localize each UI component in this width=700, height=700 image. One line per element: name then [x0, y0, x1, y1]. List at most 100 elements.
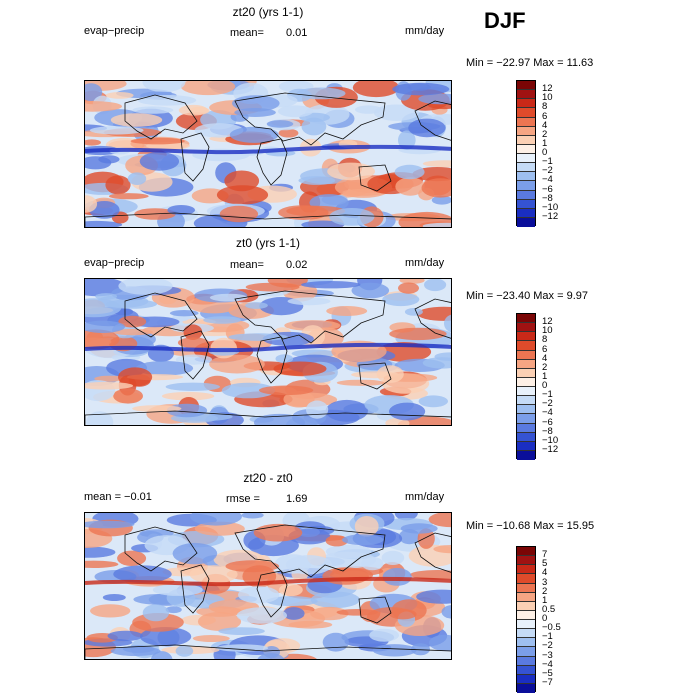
colorbar-tick-label: 1: [542, 137, 548, 149]
coastline: [358, 164, 392, 192]
colorbar-tick-label: −1: [542, 156, 553, 168]
panel-1-units: mm/day: [405, 25, 445, 37]
panel-1-map: [84, 80, 452, 228]
coastline: [85, 212, 451, 227]
colorbar-tick-label: 3: [542, 576, 548, 588]
colorbar-swatch: [517, 135, 535, 145]
colorbar-swatch: [517, 108, 535, 118]
panel-2-title: zt0 (yrs 1-1): [235, 236, 301, 250]
panel-3-map: [84, 512, 452, 660]
coastline: [124, 292, 198, 338]
colorbar-swatch: [517, 341, 535, 351]
colorbar-tick-label: −12: [542, 443, 559, 455]
field-contours: [85, 513, 451, 659]
colorbar-swatch: [517, 81, 535, 91]
coastline: [234, 290, 386, 344]
panel-1-colorbar: [516, 80, 536, 227]
colorbar-swatch: [517, 172, 535, 182]
colorbar-tick-label: 6: [542, 343, 548, 355]
colorbar-tick-label: −1: [542, 631, 553, 643]
colorbar-swatch: [517, 359, 535, 369]
coastline: [124, 526, 198, 572]
colorbar-tick-label: 1: [542, 370, 548, 382]
colorbar-swatch: [517, 574, 535, 584]
colorbar-swatch: [517, 368, 535, 378]
coastline: [414, 100, 451, 141]
colorbar-tick-label: −12: [542, 210, 559, 222]
colorbar-tick-label: 4: [542, 567, 548, 579]
coastline: [414, 298, 451, 339]
colorbar-tick-label: 8: [542, 334, 548, 346]
colorbar-tick-label: −10: [542, 201, 559, 213]
colorbar-swatch: [517, 332, 535, 342]
colorbar-tick-label: −4: [542, 658, 553, 670]
colorbar-tick-label: 5: [542, 558, 548, 570]
coastline: [414, 532, 451, 573]
coastline: [234, 524, 386, 578]
colorbar-tick-label: 10: [542, 325, 553, 337]
colorbar-swatch: [517, 592, 535, 602]
panel-3-rmse-value: 1.69: [286, 493, 308, 505]
colorbar-swatch: [517, 556, 535, 566]
coastline: [124, 94, 198, 140]
colorbar-tick-label: 0: [542, 380, 548, 391]
field-contours: [85, 279, 451, 425]
colorbar-tick-label: 0: [542, 613, 548, 624]
panel-3-minmax: Min = −10.68 Max = 15.95: [466, 520, 595, 532]
colorbar-swatch: [517, 674, 535, 684]
colorbar-swatch: [517, 199, 535, 209]
coastline: [358, 596, 392, 624]
coastline: [85, 644, 451, 659]
colorbar-swatch: [517, 638, 535, 648]
panel-1-mean-value: 0.01: [286, 27, 308, 39]
colorbar-tick-label: −6: [542, 183, 553, 195]
colorbar-swatch: [517, 450, 535, 460]
colorbar-tick-label: −2: [542, 165, 553, 177]
colorbar-swatch: [517, 565, 535, 575]
colorbar-swatch: [517, 583, 535, 593]
colorbar-tick-label: 12: [542, 83, 553, 95]
panel-1-minmax: Min = −22.97 Max = 11.63: [466, 57, 594, 69]
itcz-band: [85, 144, 451, 155]
panel-3-rmse-label: rmse =: [226, 493, 260, 505]
coastline: [358, 362, 392, 390]
colorbar-tick-label: 6: [542, 110, 548, 122]
colorbar-swatch: [517, 414, 535, 424]
colorbar-swatch: [517, 181, 535, 191]
colorbar-tick-label: 12: [542, 316, 553, 328]
colorbar-tick-label: 2: [542, 128, 548, 140]
colorbar-tick-label: 0.5: [542, 603, 556, 615]
colorbar-tick-label: 2: [542, 361, 548, 373]
colorbar-swatch: [517, 208, 535, 218]
coastline: [256, 138, 288, 186]
itcz-band: [85, 576, 451, 587]
colorbar-swatch: [517, 683, 535, 693]
coastline: [180, 564, 210, 614]
panel-1-variable-label: evap−precip: [84, 25, 145, 37]
colorbar-tick-label: −6: [542, 416, 553, 428]
panel-2-minmax: Min = −23.40 Max = 9.97: [466, 290, 588, 302]
panel-2-map: [84, 278, 452, 426]
colorbar-swatch: [517, 154, 535, 164]
colorbar-swatch: [517, 620, 535, 630]
colorbar-swatch: [517, 387, 535, 397]
panel-1-title: zt20 (yrs 1-1): [232, 5, 304, 19]
colorbar-tick-label: 4: [542, 352, 548, 364]
colorbar-tick-label: −2: [542, 640, 553, 652]
colorbar-swatch: [517, 629, 535, 639]
colorbar-swatch: [517, 647, 535, 657]
colorbar-swatch: [517, 323, 535, 333]
colorbar-swatch: [517, 610, 535, 620]
colorbar-swatch: [517, 144, 535, 154]
colorbar-swatch: [517, 547, 535, 557]
colorbar-tick-label: 0: [542, 147, 548, 158]
season-label: DJF: [484, 8, 526, 33]
colorbar-tick-label: 4: [542, 119, 548, 131]
colorbar-tick-label: −8: [542, 425, 553, 437]
colorbar-tick-label: −8: [542, 192, 553, 204]
colorbar-tick-label: 10: [542, 92, 553, 104]
colorbar-tick-label: 8: [542, 101, 548, 113]
panel-2-colorbar: [516, 313, 536, 460]
coastline: [180, 132, 210, 182]
colorbar-tick-label: −2: [542, 398, 553, 410]
